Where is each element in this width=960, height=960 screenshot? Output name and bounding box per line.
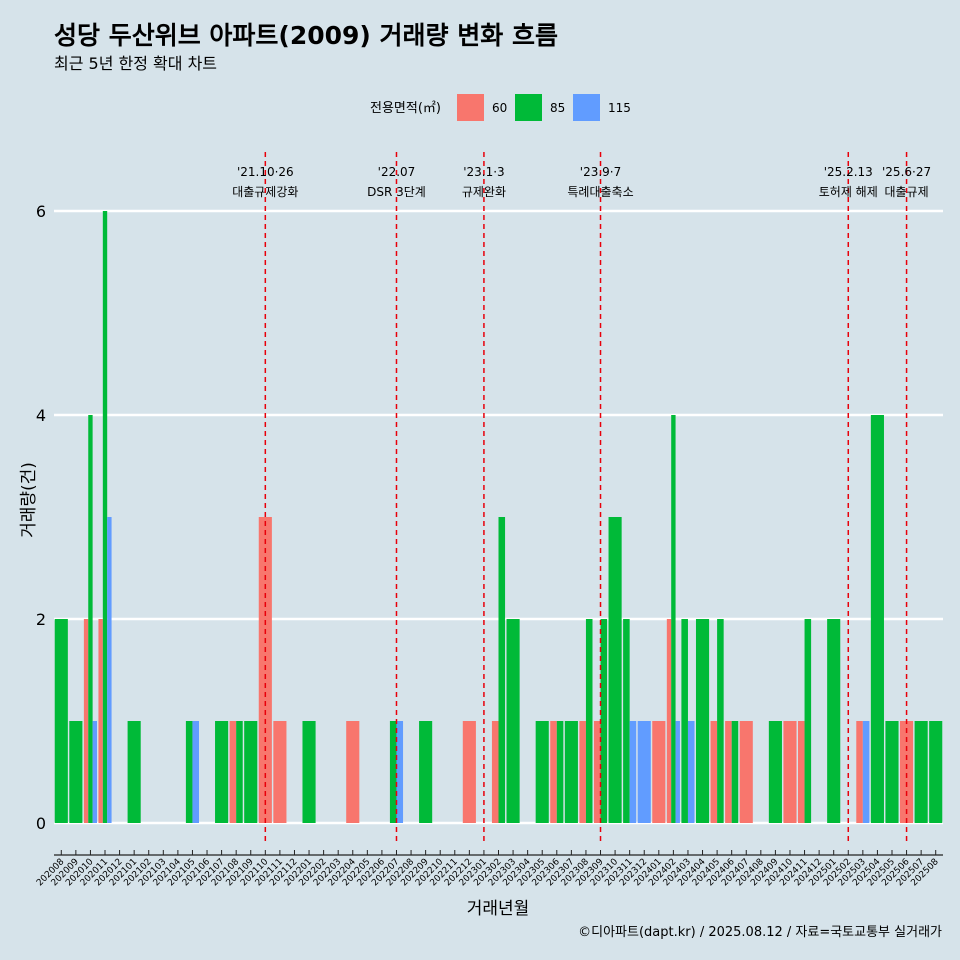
bar-202402-85: [671, 415, 676, 823]
bar-202411-60: [797, 721, 805, 823]
bar-202506-60: [900, 721, 914, 823]
bar-202303-85: [506, 619, 520, 823]
event-date-label: '25.2.13: [824, 165, 873, 179]
event-desc-label: 대출규제: [884, 185, 928, 199]
bar-202403-115: [687, 721, 695, 823]
bars: [54, 211, 943, 823]
bar-202501-85: [827, 619, 841, 823]
bar-202311-85: [623, 619, 630, 823]
bar-202503-60: [856, 721, 863, 823]
event-desc-label: 특례대출축소: [567, 185, 633, 199]
bar-202402-115: [675, 721, 680, 823]
bar-202508-85: [929, 721, 943, 823]
event-desc-label: 대출규제강화: [232, 185, 298, 199]
bar-202011-85: [102, 211, 108, 823]
bar-202409-85: [768, 721, 782, 823]
bar-202306-60: [550, 721, 557, 823]
event-date-label: '23.9·7: [580, 165, 621, 179]
bar-202010-115: [92, 721, 97, 823]
bar-202008-85: [54, 619, 68, 823]
legend-swatch-85: [515, 94, 542, 121]
bar-202306-85: [556, 721, 564, 823]
bar-202305-85: [535, 721, 549, 823]
bar-202404-85: [695, 619, 710, 823]
bar-202207-115: [396, 721, 404, 823]
bar-202011-60: [98, 619, 103, 823]
bar-202302-85: [498, 517, 506, 823]
bar-202405-60: [710, 721, 718, 823]
bar-202410-60: [783, 721, 797, 823]
bar-202011-115: [107, 517, 112, 823]
bar-202009-85: [69, 721, 83, 823]
bar-202108-85: [236, 721, 243, 823]
event-date-label: '21.10·26: [237, 165, 294, 179]
bar-202107-85: [215, 721, 229, 823]
event-markers: '21.10·26 대출규제강화 '22.07 DSR 3단계 '23.1·3 규제완화 '…: [232, 152, 931, 845]
legend-label-85: 85: [550, 101, 565, 115]
event-date-label: '23.1·3: [463, 165, 504, 179]
bar-202402-60: [666, 619, 672, 823]
bar-202307-85: [564, 721, 578, 823]
bar-202207-85: [389, 721, 397, 823]
bar-202111-60: [273, 721, 287, 823]
bar-202406-60: [725, 721, 732, 823]
bar-202302-60: [491, 721, 499, 823]
chart-subtitle: 최근 5년 한정 확대 차트: [54, 54, 217, 73]
bar-202101-85: [127, 721, 141, 823]
bar-202010-85: [88, 415, 93, 823]
bar-202105-85: [185, 721, 193, 823]
bar-202108-60: [229, 721, 237, 823]
bar-202411-85: [804, 619, 812, 823]
bar-202201-85: [302, 721, 316, 823]
legend-swatch-115: [573, 94, 600, 121]
bar-202503-115: [862, 721, 870, 823]
bar-202407-60: [739, 721, 753, 823]
bar-202406-85: [731, 721, 739, 823]
y-tick-label: 2: [36, 610, 46, 629]
y-axis-title: 거래량(건): [19, 462, 39, 538]
legend-swatch-60: [457, 94, 484, 121]
bar-202403-85: [681, 619, 688, 823]
chart-title: 성당 두산위브 아파트(2009) 거래량 변화 흐름: [54, 21, 558, 50]
bar-202309-85: [600, 619, 608, 823]
bar-202204-60: [346, 721, 360, 823]
event-date-label: '25.6·27: [882, 165, 931, 179]
bar-202504-85: [870, 415, 884, 823]
event-desc-label: 토허제 해제: [819, 185, 878, 199]
bar-202507-85: [914, 721, 928, 823]
bar-202309-60: [593, 721, 601, 823]
legend-title: 전용면적(㎡): [370, 101, 441, 116]
event-desc-label: 규제완화: [462, 185, 506, 199]
y-tick-label: 6: [36, 202, 46, 221]
bar-202310-85: [608, 517, 622, 823]
legend-label-115: 115: [608, 101, 631, 115]
bar-202109-85: [244, 721, 258, 823]
bar-202308-60: [579, 721, 586, 823]
legend-label-60: 60: [492, 101, 507, 115]
bar-202010-60: [83, 619, 89, 823]
bar-202105-115: [192, 721, 200, 823]
bar-202308-85: [585, 619, 593, 823]
y-tick-label: 4: [36, 406, 46, 425]
y-tick-label: 0: [36, 814, 46, 833]
x-axis: 2020082020092020102020112020122021012021…: [35, 850, 943, 888]
event-desc-label: DSR 3단계: [367, 185, 426, 199]
legend: 전용면적(㎡) 60 85 115: [370, 94, 631, 121]
bar-202505-85: [885, 721, 899, 823]
x-axis-title: 거래년월: [467, 899, 530, 919]
y-axis-ticks: 0 2 4 6: [36, 202, 46, 833]
bar-202405-85: [717, 619, 724, 823]
source-caption: ©디아파트(dapt.kr) / 2025.08.12 / 자료=국토교통부 실…: [578, 925, 942, 940]
event-date-label: '22.07: [378, 165, 416, 179]
bar-202401-60: [652, 721, 666, 823]
bar-202311-115: [629, 721, 637, 823]
bar-202209-85: [419, 721, 433, 823]
bar-202212-60: [462, 721, 476, 823]
bar-202312-115: [637, 721, 651, 823]
